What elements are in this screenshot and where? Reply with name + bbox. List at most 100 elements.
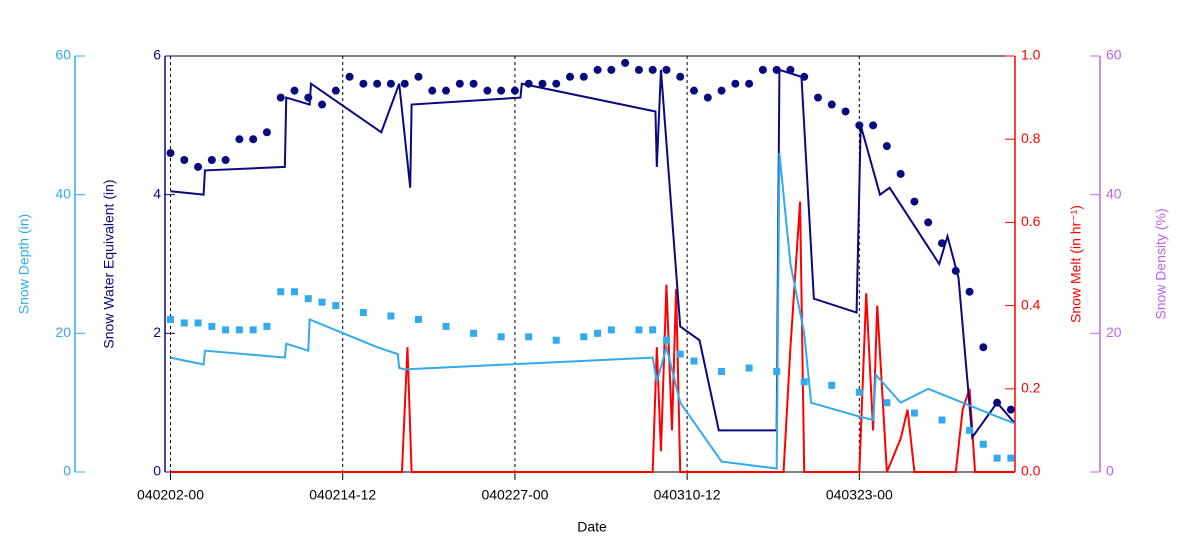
y-axis-label: Snow Depth (in) (16, 214, 32, 314)
point (993, 454, 1001, 462)
point (924, 218, 933, 227)
point (1007, 454, 1015, 462)
point (249, 135, 258, 144)
y-tick-label: 40 (55, 185, 71, 201)
point (703, 93, 712, 102)
point (304, 295, 312, 303)
point (442, 86, 451, 95)
point (525, 333, 533, 341)
point (249, 326, 257, 334)
y-tick-label: 0.8 (1021, 130, 1041, 146)
point (718, 367, 726, 375)
point (1006, 405, 1015, 414)
point (676, 72, 685, 81)
point (194, 162, 203, 171)
point (414, 315, 422, 323)
point (386, 79, 395, 88)
x-tick-label: 040323-00 (826, 487, 893, 503)
point (510, 86, 519, 95)
point (304, 93, 313, 102)
point (758, 65, 767, 74)
point (497, 333, 505, 341)
point (359, 79, 368, 88)
point (690, 357, 698, 365)
point (621, 58, 630, 67)
point (414, 72, 423, 81)
x-tick-label: 040227-00 (481, 487, 548, 503)
point (662, 65, 671, 74)
point (455, 79, 464, 88)
point (400, 79, 409, 88)
y-tick-label: 20 (1106, 324, 1122, 340)
point (470, 329, 478, 337)
point (910, 197, 919, 206)
point (566, 72, 575, 81)
point (648, 65, 657, 74)
y-tick-label: 0 (153, 463, 161, 479)
point (855, 121, 864, 130)
point (607, 65, 616, 74)
point (290, 86, 299, 95)
point (882, 142, 891, 151)
point (965, 287, 974, 296)
point (332, 302, 340, 310)
y-tick-label: 0.6 (1021, 213, 1041, 229)
point (552, 336, 560, 344)
point (649, 326, 657, 334)
point (262, 128, 271, 137)
point (855, 388, 863, 396)
point (235, 326, 243, 334)
point (883, 399, 891, 407)
point (387, 312, 395, 320)
point (951, 266, 960, 275)
point (773, 367, 781, 375)
y-axis-label: Snow Density (%) (1153, 208, 1169, 319)
point (979, 343, 988, 352)
y-tick-label: 4 (153, 185, 161, 201)
point (717, 86, 726, 95)
x-tick-label: 040214-12 (309, 487, 376, 503)
x-axis-label: Date (577, 519, 607, 535)
point (235, 135, 244, 144)
y-tick-label: 40 (1106, 185, 1122, 201)
point (910, 409, 918, 417)
point (497, 86, 506, 95)
point (524, 79, 533, 88)
point (745, 79, 754, 88)
y-tick-label: 20 (55, 324, 71, 340)
y-tick-label: 6 (153, 47, 161, 63)
line (170, 152, 1016, 470)
line (170, 201, 1015, 473)
point (993, 398, 1002, 407)
point (208, 322, 216, 330)
point (593, 65, 602, 74)
point (222, 326, 230, 334)
point (277, 288, 285, 296)
y-tick-label: 0.4 (1021, 296, 1041, 312)
point (180, 156, 189, 164)
point (221, 156, 230, 164)
y-axis-label: Snow Melt (in hr⁻¹) (1068, 205, 1084, 323)
point (580, 333, 588, 341)
point (538, 79, 547, 88)
point (841, 107, 850, 116)
point (276, 93, 285, 102)
point (166, 149, 175, 158)
y-tick-label: 60 (55, 47, 71, 63)
point (966, 426, 974, 434)
point (331, 86, 340, 95)
y-axis-label: Snow Water Equivalent (in) (101, 179, 117, 348)
y-tick-label: 60 (1106, 47, 1122, 63)
point (772, 65, 781, 74)
point (937, 239, 946, 248)
point (180, 319, 188, 327)
point (373, 79, 382, 88)
point (800, 378, 808, 386)
point (634, 65, 643, 74)
point (290, 288, 298, 296)
point (594, 329, 602, 337)
point (607, 326, 615, 334)
point (442, 322, 450, 330)
point (552, 79, 561, 88)
point (813, 93, 822, 102)
